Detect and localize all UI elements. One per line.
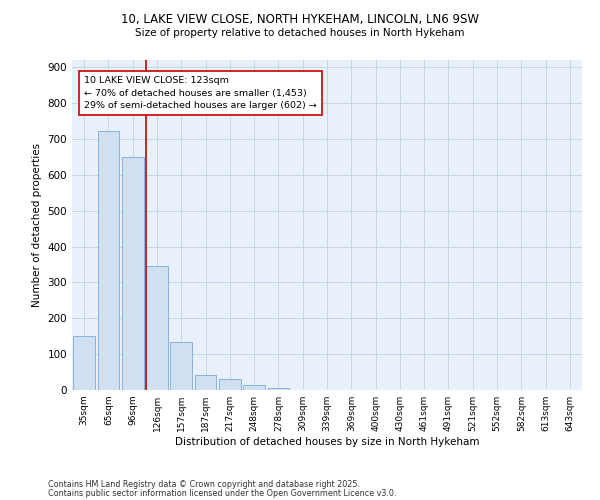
Text: Contains HM Land Registry data © Crown copyright and database right 2025.: Contains HM Land Registry data © Crown c… [48,480,360,489]
Bar [243,386,265,390]
Bar [122,157,143,390]
Bar [194,375,217,390]
Text: 10, LAKE VIEW CLOSE, NORTH HYKEHAM, LINCOLN, LN6 9SW: 10, LAKE VIEW CLOSE, NORTH HYKEHAM, LINC… [121,12,479,26]
Bar [219,378,241,390]
Text: Contains public sector information licensed under the Open Government Licence v3: Contains public sector information licen… [48,488,397,498]
Text: Size of property relative to detached houses in North Hykeham: Size of property relative to detached ho… [135,28,465,38]
Bar [146,266,168,390]
Bar [170,342,192,390]
X-axis label: Distribution of detached houses by size in North Hykeham: Distribution of detached houses by size … [175,437,479,447]
Bar [97,131,119,390]
Text: 10 LAKE VIEW CLOSE: 123sqm
← 70% of detached houses are smaller (1,453)
29% of s: 10 LAKE VIEW CLOSE: 123sqm ← 70% of deta… [84,76,317,110]
Bar [268,388,289,390]
Bar [73,336,95,390]
Y-axis label: Number of detached properties: Number of detached properties [32,143,42,307]
